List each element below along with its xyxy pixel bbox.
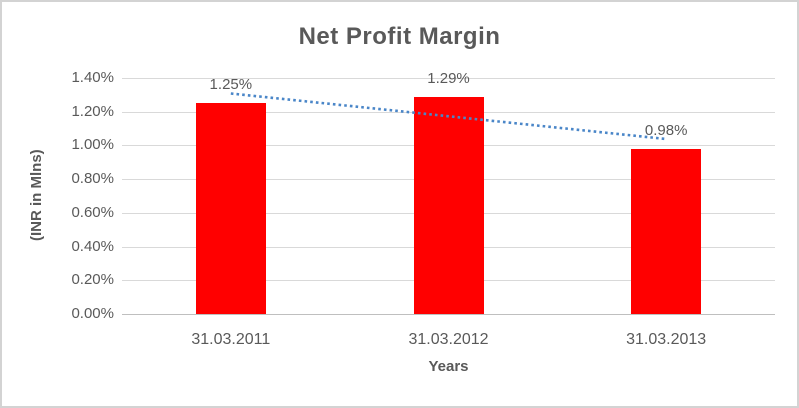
y-axis-tick-label: 0.20% [71, 271, 114, 289]
x-axis-tick-label: 31.03.2011 [191, 331, 271, 348]
gridline [122, 78, 775, 79]
y-axis-title: (INR in Mlns) [28, 149, 45, 241]
x-axis-tick-label: 31.03.2013 [626, 331, 707, 348]
y-axis-tick-label: 0.80% [71, 170, 114, 188]
bar [631, 148, 702, 314]
y-axis-tick-label: 1.20% [71, 102, 114, 120]
trendline-line [230, 92, 667, 141]
gridline [122, 314, 775, 315]
y-axis-tick-label: 0.40% [71, 237, 114, 255]
bar-data-label: 0.98% [644, 121, 688, 139]
x-axis-tick-label: 31.03.2012 [408, 331, 489, 348]
y-axis-tick-label: 1.40% [71, 69, 114, 86]
chart-title: Net Profit Margin [298, 23, 501, 50]
y-axis-tick-label: 0.60% [71, 203, 114, 221]
bar [195, 103, 266, 314]
bar-data-label: 1.29% [427, 69, 470, 87]
y-axis-tick-label: 0.00% [71, 305, 114, 322]
trendline [230, 92, 667, 141]
bar [413, 96, 484, 314]
x-axis-title: Years [428, 358, 469, 375]
bar-data-label: 1.25% [209, 76, 253, 94]
y-axis-tick-label: 1.00% [71, 136, 114, 154]
plot-area: 1.25% 1.29% 0.98% [122, 70, 775, 315]
